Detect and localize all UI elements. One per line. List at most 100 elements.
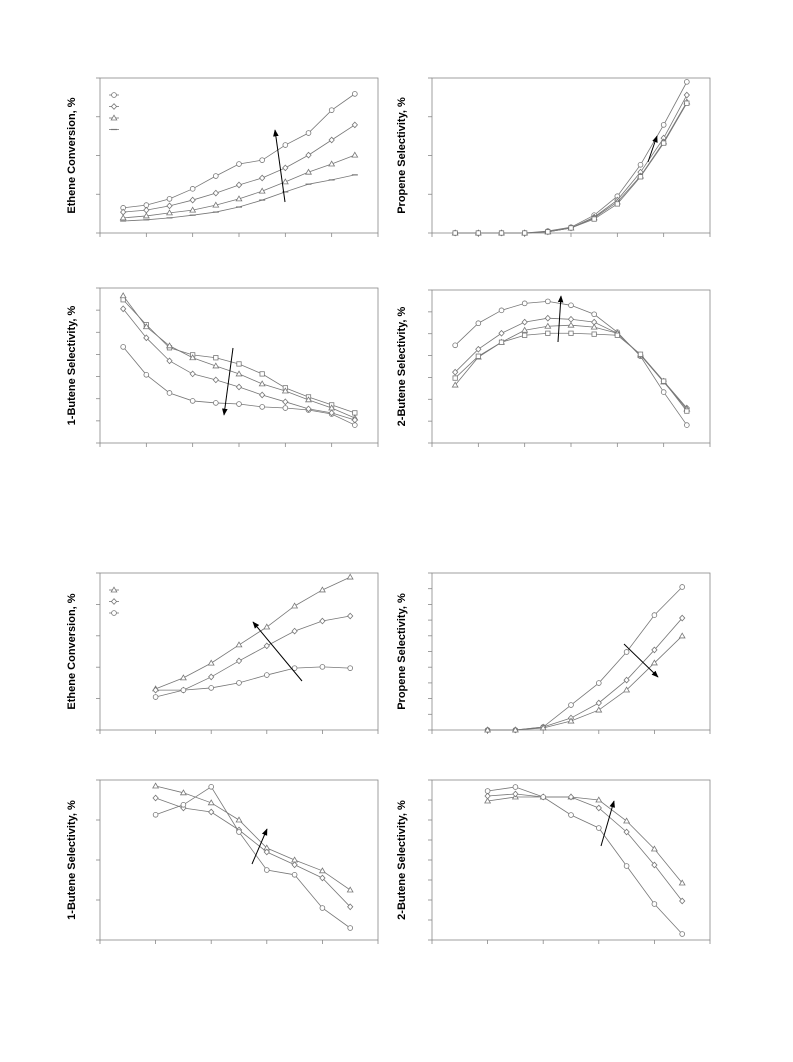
data-point [452,368,459,376]
data-point [623,828,630,836]
data-point [452,230,458,236]
series-line [122,295,355,419]
data-point [614,201,620,207]
data-point [651,901,658,907]
data-point [328,136,335,144]
data-point [235,657,243,665]
data-point [235,370,243,377]
data-point [451,381,459,388]
data-point [660,389,667,395]
data-point [347,665,354,671]
data-point [660,122,667,128]
annotation-arrow [647,135,658,163]
data-point [328,160,336,167]
data-point [351,151,359,158]
data-point [319,874,326,882]
annotation-arrow [623,643,659,678]
legend-marker [110,598,118,605]
data-point [259,404,265,410]
series-line [122,299,355,414]
series-line [455,81,688,234]
y-axis-label: 1-Butene Selectivity, % [66,800,78,920]
data-point [452,342,458,349]
data-point [189,186,196,192]
data-point [521,318,528,326]
data-point [595,680,602,686]
series-line [487,617,683,731]
data-point [236,680,242,686]
data-point [651,646,658,654]
data-point [346,886,354,893]
data-point [281,178,289,185]
data-point [291,871,298,878]
data-point [259,174,266,182]
data-point [120,208,127,216]
data-point [595,699,602,707]
data-point [305,130,312,136]
data-point [522,332,528,338]
data-point [595,706,603,713]
data-point [347,903,354,911]
data-point [650,845,658,852]
data-point [166,342,173,349]
series-line [487,586,683,731]
plot-frame [431,779,711,941]
data-point [143,334,150,342]
data-point [679,931,685,937]
data-point [263,848,270,856]
data-point [475,353,481,359]
y-axis-label: 2-Butene Selectivity, % [396,306,408,426]
plot-frame [99,77,379,234]
data-point [236,401,242,407]
data-point [661,140,667,146]
data-point [213,400,219,406]
data-point [591,331,597,337]
data-point [567,315,575,323]
data-point [236,361,242,367]
data-point [179,789,187,796]
data-point [623,817,631,824]
y-axis-label: Ethene Conversion, % [66,593,78,709]
data-point [282,405,289,411]
data-point [259,157,265,163]
data-point [684,422,690,428]
data-point [595,796,603,803]
data-point [614,332,620,338]
data-point [291,665,298,671]
annotation-arrow [557,295,564,343]
data-point [352,91,358,97]
series-line [155,615,351,691]
data-point [678,879,686,886]
series-line [487,786,683,935]
series-line [455,101,688,234]
data-point [568,812,574,818]
data-point [637,174,644,180]
data-point [236,829,242,835]
data-point [679,614,686,622]
series-line [155,785,351,891]
y-axis-label: Propene Selectivity, % [396,593,408,710]
data-point [684,79,690,85]
data-point [152,686,159,694]
data-point [189,370,196,378]
annotation-arrow [251,828,268,865]
data-point [166,202,173,210]
data-point [208,673,215,681]
data-point [212,362,220,369]
series-line [487,796,683,884]
data-point [498,307,505,314]
data-point [180,687,187,693]
data-point [208,783,215,790]
data-point [263,672,270,678]
legend-marker [110,103,118,110]
data-point [208,808,215,816]
data-point [637,162,644,168]
data-point [142,323,150,330]
data-point [282,398,289,406]
data-point [212,201,220,208]
series-line [454,332,688,412]
data-point [207,659,215,666]
data-point [166,196,173,202]
data-point [235,383,243,391]
data-point [291,861,298,869]
